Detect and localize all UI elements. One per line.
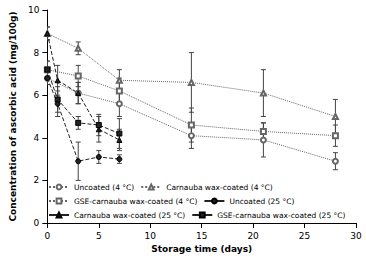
svg-text:Uncoated (4 °C): Uncoated (4 °C) [74, 183, 134, 192]
svg-text:Carnauba wax-coated (4 °C): Carnauba wax-coated (4 °C) [166, 183, 273, 192]
svg-text:0: 0 [44, 231, 50, 241]
svg-text:20: 20 [247, 231, 259, 241]
svg-text:5: 5 [96, 231, 102, 241]
svg-text:10: 10 [145, 231, 157, 241]
svg-text:25: 25 [299, 231, 310, 241]
svg-text:6: 6 [34, 90, 40, 100]
svg-text:Uncoated (25 °C): Uncoated (25 °C) [229, 197, 294, 206]
svg-text:0: 0 [34, 218, 40, 228]
svg-text:4: 4 [34, 133, 40, 143]
svg-text:GSE-carnauba wax-coated (4 °C): GSE-carnauba wax-coated (4 °C) [74, 197, 197, 206]
svg-text:15: 15 [196, 231, 207, 241]
svg-text:8: 8 [34, 48, 40, 58]
svg-text:2: 2 [34, 175, 40, 185]
svg-text:30: 30 [350, 231, 362, 241]
svg-text:Storage time (days): Storage time (days) [151, 244, 252, 254]
svg-text:10: 10 [28, 5, 40, 15]
svg-text:Concentration of ascorbic acid: Concentration of ascorbic acid (mg/100g) [8, 11, 18, 221]
svg-text:Carnauba wax-coated (25 °C): Carnauba wax-coated (25 °C) [74, 211, 185, 220]
svg-text:GSE-carnauba wax-coated (25 °C: GSE-carnauba wax-coated (25 °C) [217, 211, 345, 220]
